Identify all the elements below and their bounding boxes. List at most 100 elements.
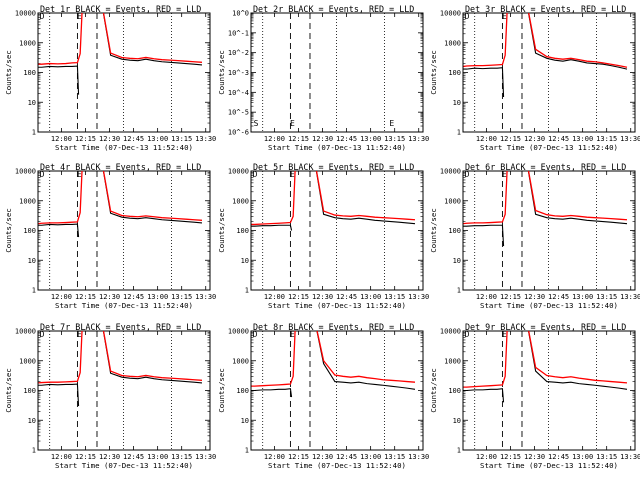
x-tick-label: 12:15	[288, 293, 309, 301]
y-axis-label: Counts/sec	[4, 208, 13, 253]
y-tick-label: 10	[453, 99, 461, 107]
panel-det-9: Det 9r BLACK = Events, RED = LLD 12:00 12:…	[429, 322, 640, 470]
x-tick-label: 12:30	[312, 293, 333, 301]
y-axis-label: Counts/sec	[217, 368, 226, 413]
y-tick-label: 10000	[15, 168, 36, 176]
plot-frame	[462, 330, 636, 451]
y-tick-label: 1000	[232, 197, 249, 205]
x-tick-label: 12:45	[336, 135, 357, 143]
x-tick-label: 13:30	[620, 453, 640, 461]
x-tick-label: 13:30	[195, 453, 216, 461]
event-marker-D: D	[253, 330, 258, 339]
y-axis-label: Counts/sec	[217, 50, 226, 95]
plot-title: Det 2r BLACK = Events, RED = LLD	[253, 4, 414, 14]
x-axis-label: Start Time (07-Dec-13 11:52:40)	[480, 301, 618, 310]
y-axis-label: Counts/sec	[217, 208, 226, 253]
events-series-line	[463, 331, 628, 403]
event-marker-E: E	[389, 119, 394, 128]
events-series-line	[251, 171, 416, 231]
plot-title: Det 8r BLACK = Events, RED = LLD	[253, 322, 414, 332]
y-tick-label: 1000	[444, 357, 461, 365]
x-tick-label: 13:15	[384, 453, 405, 461]
plot-frame	[37, 330, 211, 451]
x-axis-label: Start Time (07-Dec-13 11:52:40)	[268, 301, 406, 310]
y-tick-label: 10^-3	[228, 69, 249, 77]
x-tick-label: 12:45	[548, 135, 569, 143]
y-tick-label: 10^-6	[228, 129, 249, 137]
x-axis-label: Start Time (07-Dec-13 11:52:40)	[55, 301, 193, 310]
y-axis-label: Counts/sec	[4, 368, 13, 413]
y-tick-label: 1	[457, 129, 461, 137]
x-tick-label: 13:00	[572, 293, 593, 301]
y-tick-label: 100	[236, 227, 249, 235]
event-marker-S: S	[254, 119, 259, 128]
x-tick-label: 12:30	[312, 453, 333, 461]
x-tick-label: 13:15	[596, 293, 617, 301]
y-tick-label: 10000	[440, 10, 461, 18]
plot-title: Det 3r BLACK = Events, RED = LLD	[465, 4, 626, 14]
event-marker-D: D	[465, 330, 470, 339]
lld-series-line	[251, 331, 416, 387]
event-marker-E: E	[502, 170, 507, 179]
x-tick-label: 12:00	[476, 293, 497, 301]
event-marker-D: D	[253, 170, 258, 179]
x-tick-label: 13:30	[408, 293, 429, 301]
x-tick-label: 13:15	[171, 135, 192, 143]
lld-series-line	[463, 331, 628, 388]
x-axis-label: Start Time (07-Dec-13 11:52:40)	[55, 461, 193, 470]
events-series-line	[38, 13, 203, 95]
plot-frame	[250, 330, 424, 451]
y-tick-label: 10	[28, 99, 36, 107]
x-tick-label: 12:15	[75, 135, 96, 143]
event-marker-E: E	[77, 170, 82, 179]
y-tick-label: 1	[245, 447, 249, 455]
x-tick-label: 12:45	[548, 453, 569, 461]
y-tick-label: 10	[453, 257, 461, 265]
y-tick-label: 10	[28, 257, 36, 265]
y-tick-label: 10000	[440, 168, 461, 176]
x-tick-label: 12:15	[288, 453, 309, 461]
x-tick-label: 12:00	[51, 293, 72, 301]
x-tick-label: 13:00	[360, 453, 381, 461]
lld-series-line	[38, 331, 203, 384]
event-marker-E: E	[77, 330, 82, 339]
lld-series-line	[251, 171, 416, 226]
lld-series-line	[38, 171, 203, 225]
y-tick-label: 1000	[444, 39, 461, 47]
lld-series-line	[463, 13, 628, 68]
x-tick-label: 12:00	[264, 293, 285, 301]
y-tick-label: 100	[448, 69, 461, 77]
y-tick-label: 10^-2	[228, 49, 249, 57]
x-tick-label: 12:00	[264, 135, 285, 143]
x-tick-label: 13:00	[147, 135, 168, 143]
event-marker-D: D	[465, 12, 470, 21]
event-marker-E: E	[502, 330, 507, 339]
x-tick-label: 13:30	[620, 293, 640, 301]
y-tick-label: 10000	[15, 328, 36, 336]
plot-frame	[462, 12, 636, 133]
plot-title: Det 1r BLACK = Events, RED = LLD	[40, 4, 201, 14]
y-tick-label: 10000	[15, 10, 36, 18]
y-tick-label: 1000	[232, 357, 249, 365]
y-tick-label: 100	[23, 387, 36, 395]
x-tick-label: 13:15	[384, 135, 405, 143]
plot-frame	[462, 170, 636, 291]
event-marker-D: D	[40, 170, 45, 179]
x-tick-label: 12:15	[75, 293, 96, 301]
x-tick-label: 13:00	[360, 293, 381, 301]
event-marker-E: E	[290, 330, 295, 339]
x-tick-label: 12:15	[75, 453, 96, 461]
x-tick-label: 12:15	[288, 135, 309, 143]
x-tick-label: 12:00	[51, 135, 72, 143]
plot-title: Det 9r BLACK = Events, RED = LLD	[465, 322, 626, 332]
y-axis-label: Counts/sec	[4, 50, 13, 95]
y-tick-label: 1000	[19, 197, 36, 205]
x-tick-label: 12:00	[476, 453, 497, 461]
y-tick-label: 10000	[228, 168, 249, 176]
x-tick-label: 12:15	[500, 135, 521, 143]
y-tick-label: 1	[32, 129, 36, 137]
events-series-line	[38, 331, 203, 407]
event-marker-D: D	[40, 12, 45, 21]
